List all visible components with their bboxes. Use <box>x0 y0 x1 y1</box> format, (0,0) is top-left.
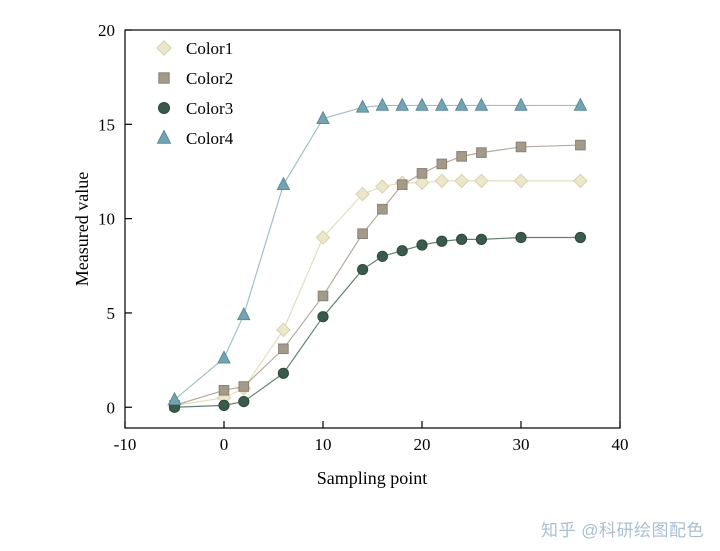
series-line <box>174 236 581 408</box>
legend-label: Color3 <box>186 99 233 118</box>
triangle-marker <box>316 110 330 124</box>
square-marker <box>357 228 368 240</box>
circle-marker <box>376 250 388 262</box>
x-tick-label: 30 <box>513 435 530 454</box>
triangle-marker <box>454 97 469 111</box>
triangle-marker <box>395 97 410 111</box>
diamond-marker <box>315 230 331 245</box>
axes-box <box>124 29 621 429</box>
circle-marker <box>218 399 230 411</box>
x-axis-label: Sampling point <box>317 468 428 488</box>
circle-marker <box>357 263 369 276</box>
triangle-marker <box>236 306 251 321</box>
circle-marker <box>574 231 587 244</box>
circle-marker <box>416 239 428 251</box>
square-marker <box>436 158 448 170</box>
watermark: 知乎 @科研绘图配色 <box>541 521 704 540</box>
diamond-marker <box>513 173 529 189</box>
x-tick-label: 20 <box>414 435 431 454</box>
triangle-marker <box>217 350 231 364</box>
square-marker <box>317 290 329 302</box>
triangle-marker <box>355 99 370 113</box>
square-marker <box>476 147 487 158</box>
square-marker <box>238 381 250 392</box>
triangle-marker <box>167 391 182 406</box>
y-tick-label: 10 <box>98 210 115 229</box>
square-marker <box>218 384 230 396</box>
plot-area: -10 0 10 20 30 40 0 5 10 15 20 Color1 Color2 Color3 Co… <box>98 21 629 454</box>
legend-label: Color2 <box>186 69 233 88</box>
x-tick-label: -10 <box>114 435 137 454</box>
legend-label: Color1 <box>186 39 233 58</box>
y-tick-label: 0 <box>107 398 116 417</box>
circle-marker <box>238 395 250 408</box>
square-marker <box>158 72 170 84</box>
diamond-marker <box>156 40 172 56</box>
y-axis-label: Measured value <box>72 172 92 286</box>
x-tick-label: 0 <box>220 435 229 454</box>
y-tick-label: 20 <box>98 21 115 40</box>
legend-label: Color4 <box>186 129 234 148</box>
triangle-marker <box>573 97 588 111</box>
square-marker <box>396 179 408 190</box>
series-Color3 <box>168 231 587 413</box>
circle-marker <box>515 231 527 244</box>
triangle-marker <box>434 97 449 111</box>
circle-marker <box>396 245 408 257</box>
triangle-marker <box>514 97 528 111</box>
diamond-marker <box>414 175 430 191</box>
triangle-marker <box>474 97 489 111</box>
diamond-marker <box>474 173 489 189</box>
legend <box>156 40 172 144</box>
diamond-marker <box>375 179 390 194</box>
x-tick-label: 10 <box>315 435 332 454</box>
y-tick-label: 5 <box>107 304 116 323</box>
circle-marker <box>277 367 289 379</box>
square-marker <box>515 141 527 153</box>
square-marker <box>575 139 586 151</box>
circle-marker <box>475 233 487 245</box>
square-marker <box>416 168 428 179</box>
triangle-marker <box>276 176 291 190</box>
diamond-marker <box>434 173 450 189</box>
circle-marker <box>436 235 448 247</box>
triangle-marker <box>375 97 390 111</box>
diamond-marker <box>454 173 469 189</box>
square-marker <box>377 203 388 215</box>
diamond-marker <box>573 173 588 189</box>
circle-marker <box>157 101 171 115</box>
square-marker <box>278 343 289 355</box>
y-tick-label: 15 <box>98 115 115 134</box>
x-tick-label: 40 <box>612 435 629 454</box>
circle-marker <box>456 233 468 245</box>
diamond-marker <box>355 186 370 202</box>
circle-marker <box>317 311 329 323</box>
triangle-marker <box>415 97 429 111</box>
triangle-marker <box>156 129 172 144</box>
square-marker <box>456 151 467 162</box>
diamond-marker <box>276 322 291 338</box>
series-Color4 <box>167 97 588 406</box>
